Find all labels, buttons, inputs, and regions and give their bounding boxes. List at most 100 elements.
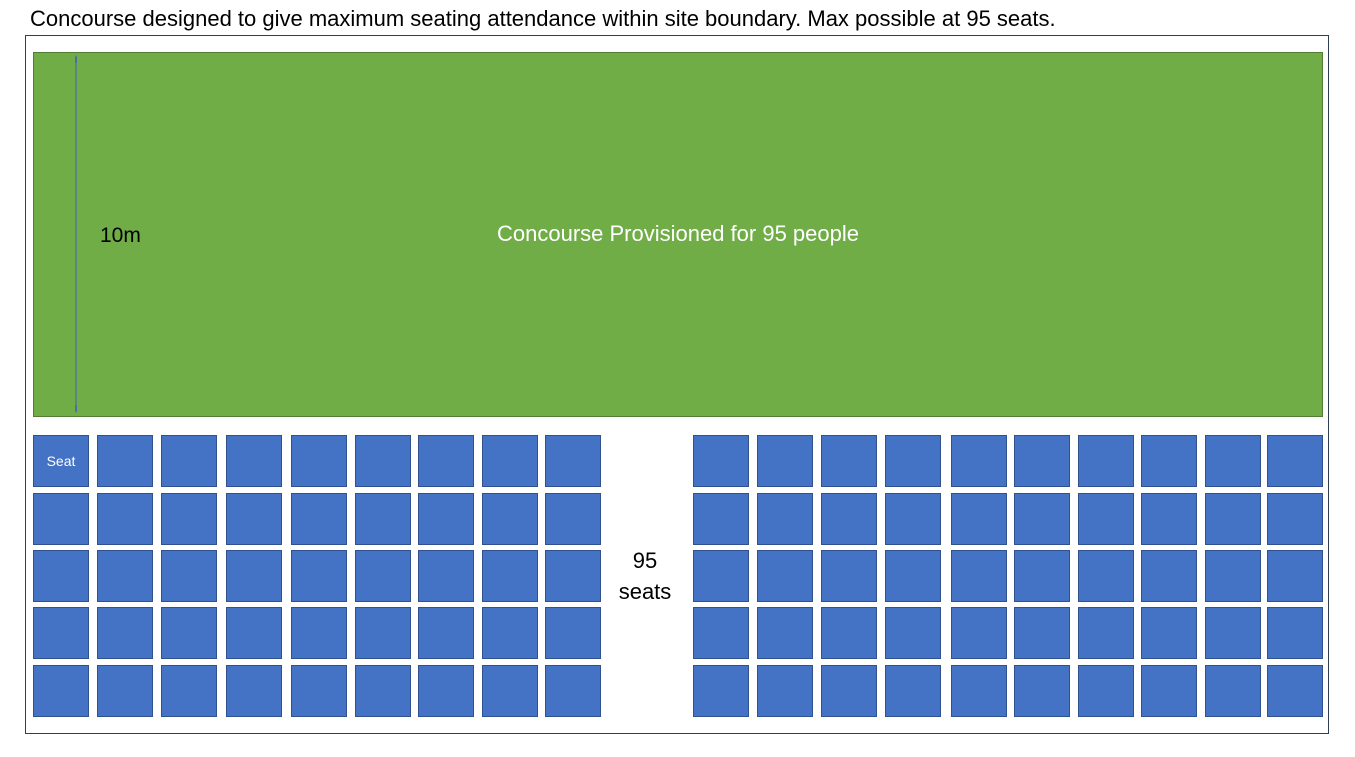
seat	[951, 607, 1007, 659]
seat	[885, 665, 941, 717]
seat	[418, 435, 474, 487]
seat	[482, 435, 538, 487]
seat	[1078, 550, 1134, 602]
seat	[482, 607, 538, 659]
seat	[885, 493, 941, 545]
seat	[418, 550, 474, 602]
seat	[355, 665, 411, 717]
seat	[1078, 435, 1134, 487]
seat	[693, 493, 749, 545]
diagram-caption: Concourse designed to give maximum seati…	[30, 6, 1056, 31]
seat-count-number: 95	[632, 548, 658, 573]
seat	[161, 493, 217, 545]
seat	[821, 435, 877, 487]
seat	[545, 665, 601, 717]
seat	[291, 550, 347, 602]
seat	[821, 493, 877, 545]
seat	[1078, 607, 1134, 659]
seat	[1267, 665, 1323, 717]
seat	[1267, 550, 1323, 602]
seat	[821, 665, 877, 717]
seat	[693, 607, 749, 659]
concourse-area: 10m Concourse Provisioned for 95 people	[33, 52, 1323, 417]
site-boundary	[25, 35, 1329, 734]
seat	[161, 550, 217, 602]
seat	[161, 435, 217, 487]
seat	[757, 607, 813, 659]
seat	[885, 607, 941, 659]
seat	[1078, 665, 1134, 717]
seat	[757, 435, 813, 487]
seat	[1205, 550, 1261, 602]
seat	[951, 435, 1007, 487]
seat	[291, 607, 347, 659]
seat	[291, 665, 347, 717]
seat	[33, 607, 89, 659]
seat	[1014, 607, 1070, 659]
seat	[757, 493, 813, 545]
seat	[1141, 493, 1197, 545]
seat	[226, 550, 282, 602]
seat	[97, 665, 153, 717]
seat	[226, 607, 282, 659]
seat	[1205, 435, 1261, 487]
seat	[1267, 435, 1323, 487]
seat	[226, 493, 282, 545]
seat	[1014, 550, 1070, 602]
seat	[1014, 493, 1070, 545]
seat	[1205, 607, 1261, 659]
seat	[33, 493, 89, 545]
seat	[757, 665, 813, 717]
seat	[885, 435, 941, 487]
seat	[693, 435, 749, 487]
height-dimension-arrow	[75, 55, 77, 413]
seat: Seat	[33, 435, 89, 487]
seat	[1205, 665, 1261, 717]
seat	[1078, 493, 1134, 545]
seat	[418, 607, 474, 659]
seat	[418, 665, 474, 717]
seat	[482, 665, 538, 717]
seat	[97, 607, 153, 659]
seat	[1267, 607, 1323, 659]
seat-count-unit: seats	[618, 579, 672, 604]
seat	[951, 493, 1007, 545]
seat	[951, 550, 1007, 602]
seat	[33, 550, 89, 602]
seat	[355, 493, 411, 545]
seat	[545, 550, 601, 602]
seat	[821, 607, 877, 659]
seat	[355, 607, 411, 659]
seat	[545, 607, 601, 659]
seat	[1267, 493, 1323, 545]
seat	[1014, 665, 1070, 717]
seat	[97, 550, 153, 602]
seat	[951, 665, 1007, 717]
seat	[97, 493, 153, 545]
seat	[355, 435, 411, 487]
seat	[482, 550, 538, 602]
seat	[693, 550, 749, 602]
seat	[1014, 435, 1070, 487]
concourse-label: Concourse Provisioned for 95 people	[496, 221, 859, 246]
seat	[693, 665, 749, 717]
seat	[1141, 550, 1197, 602]
seat	[418, 493, 474, 545]
seat	[545, 435, 601, 487]
seat	[1205, 493, 1261, 545]
seat	[1141, 665, 1197, 717]
height-dimension-label: 10m	[100, 224, 141, 247]
seat	[355, 550, 411, 602]
seat	[821, 550, 877, 602]
seat	[97, 435, 153, 487]
seat	[885, 550, 941, 602]
seat	[291, 435, 347, 487]
seat	[33, 665, 89, 717]
seat	[545, 493, 601, 545]
seat	[226, 665, 282, 717]
seat	[1141, 435, 1197, 487]
seat-label: Seat	[46, 453, 76, 469]
seat	[291, 493, 347, 545]
seat-count-label: 95 seats	[605, 545, 685, 607]
seat	[226, 435, 282, 487]
